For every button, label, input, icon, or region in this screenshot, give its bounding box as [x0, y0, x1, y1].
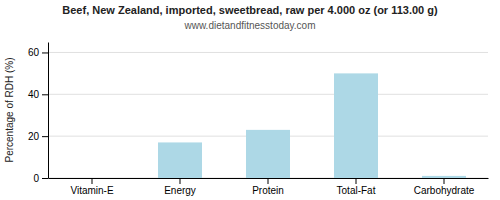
- y-tick-mark: [42, 136, 48, 137]
- bar: [158, 142, 202, 178]
- x-tick-mark: [92, 178, 93, 184]
- y-tick: 0: [33, 173, 48, 184]
- y-axis-title: Percentage of RDH (%): [4, 57, 15, 162]
- x-tick-label: Total-Fat: [337, 185, 376, 196]
- y-tick-label: 60: [28, 47, 40, 58]
- bar: [70, 178, 114, 179]
- y-tick: 60: [28, 47, 48, 58]
- x-tick: Protein: [252, 178, 284, 196]
- y-axis-line: [48, 43, 49, 179]
- x-tick: Vitamin-E: [70, 178, 113, 196]
- x-tick-label: Energy: [164, 185, 196, 196]
- x-tick-mark: [444, 178, 445, 184]
- bar: [334, 73, 378, 178]
- title: Beef, New Zealand, imported, sweetbread,…: [62, 4, 438, 16]
- bar: [246, 130, 290, 178]
- bars: [158, 73, 466, 178]
- y-tick: 20: [28, 131, 48, 142]
- y-tick-label: 20: [28, 131, 40, 142]
- y-tick-mark: [42, 94, 48, 95]
- chart: Beef, New Zealand, imported, sweetbread,…: [0, 0, 500, 200]
- x-tick-label: Carbohydrate: [414, 185, 475, 196]
- y-tick-label: 0: [33, 173, 39, 184]
- x-tick: Carbohydrate: [414, 178, 475, 196]
- x-tick-label: Vitamin-E: [70, 185, 113, 196]
- plot: 0 20 40 60 Vitamin-E Energy Protein Total-Fat Ca…: [28, 43, 489, 197]
- x-axis: Vitamin-E Energy Protein Total-Fat Carbohydr…: [49, 178, 489, 196]
- bar: [422, 176, 466, 178]
- x-tick: Total-Fat: [337, 178, 376, 196]
- y-axis: 0 20 40 60: [28, 43, 49, 184]
- y-tick-label: 40: [28, 89, 40, 100]
- y-tick-mark: [42, 52, 48, 53]
- y-tick: 40: [28, 89, 48, 100]
- x-tick-mark: [268, 178, 269, 184]
- y-tick-mark: [42, 178, 48, 179]
- x-tick-label: Protein: [252, 185, 284, 196]
- grid-line: [48, 94, 488, 95]
- subtitle: www.dietandfitnesstoday.com: [184, 20, 316, 31]
- grid-line: [48, 52, 488, 53]
- x-tick-mark: [356, 178, 357, 184]
- grid: [48, 52, 488, 178]
- x-tick-mark: [180, 178, 181, 184]
- x-tick: Energy: [164, 178, 196, 196]
